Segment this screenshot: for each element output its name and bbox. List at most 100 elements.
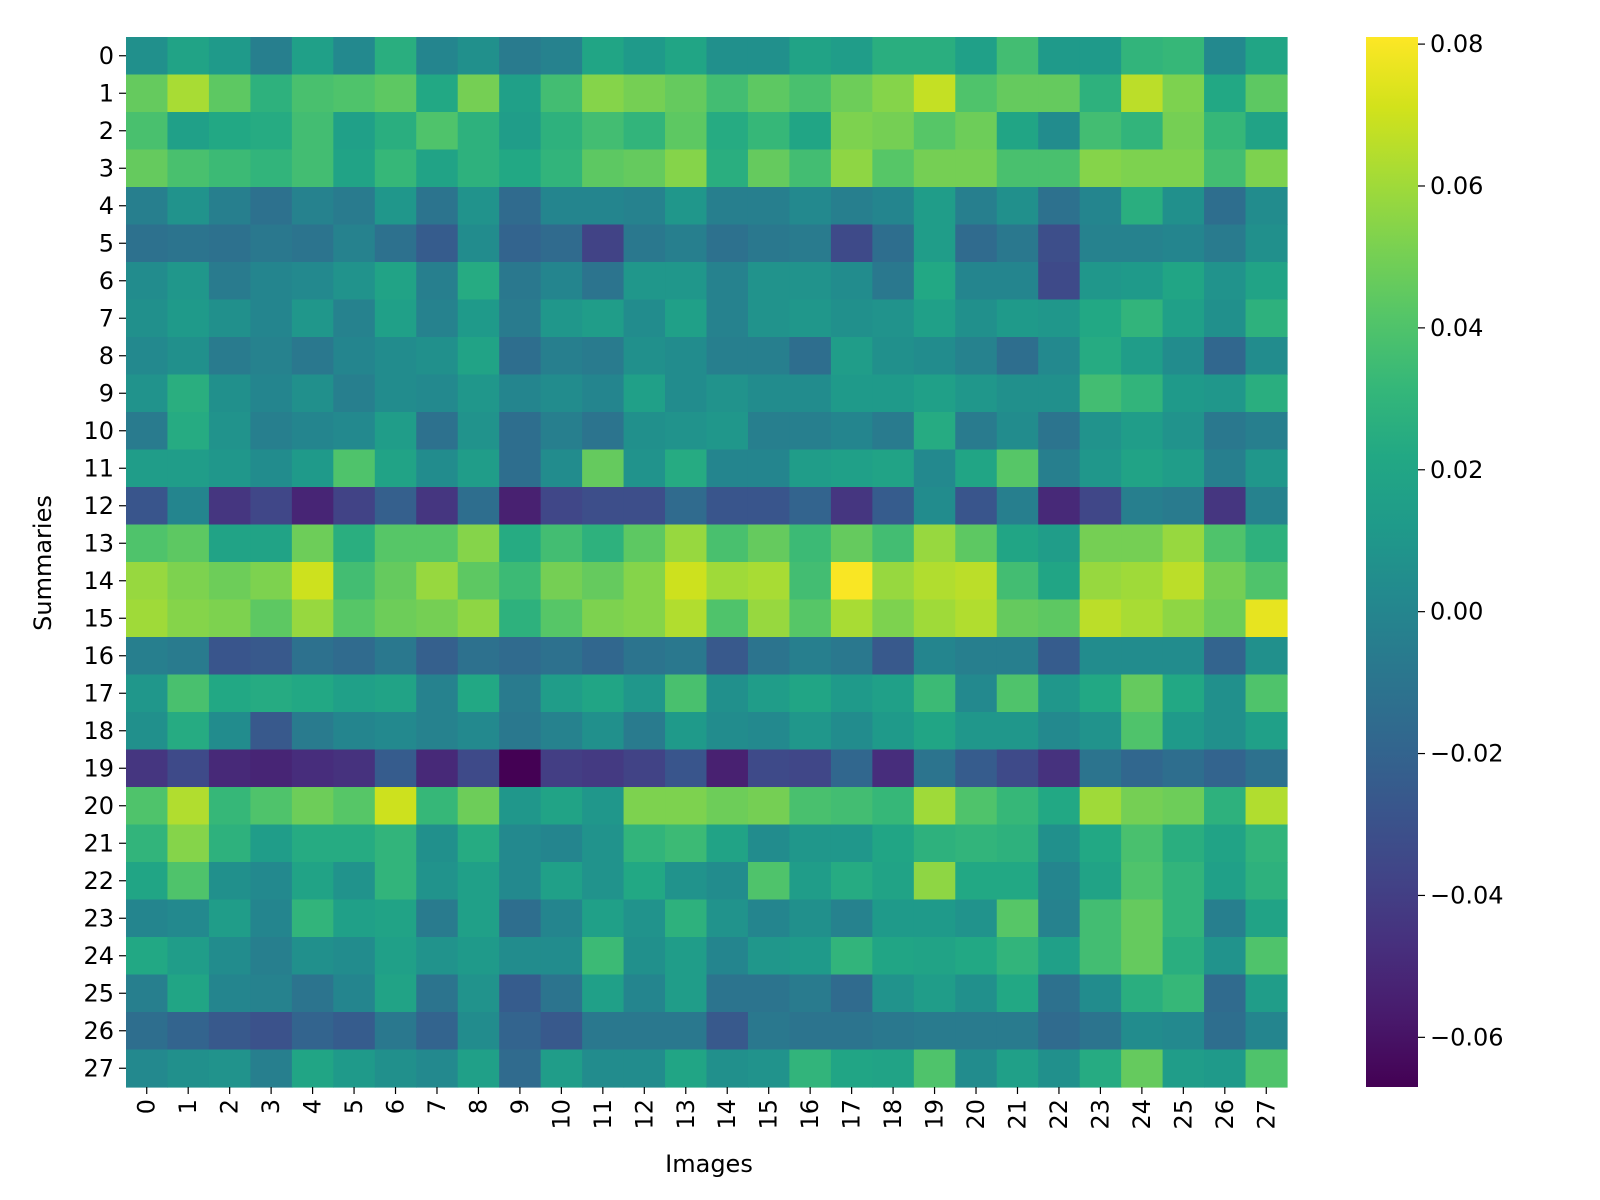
- heatmap-cell-r7-c18: [872, 299, 915, 338]
- heatmap-cell-r15-c0: [126, 599, 169, 638]
- heatmap-cell-r27-c4: [291, 1049, 334, 1088]
- heatmap-cell-r2-c2: [208, 112, 251, 151]
- heatmap-cell-r7-c11: [582, 299, 625, 338]
- heatmap-cell-r20-c10: [540, 787, 583, 826]
- heatmap-cell-r6-c9: [499, 262, 542, 301]
- heatmap-cell-r24-c12: [623, 937, 666, 976]
- heatmap-cell-r25-c22: [1038, 974, 1081, 1013]
- heatmap-cell-r7-c3: [250, 299, 293, 338]
- heatmap-cell-r9-c27: [1245, 374, 1288, 413]
- heatmap-cell-r12-c19: [913, 487, 956, 526]
- heatmap-cell-r18-c12: [623, 712, 666, 751]
- heatmap-cell-r4-c26: [1204, 187, 1247, 226]
- heatmap-cell-r17-c2: [208, 674, 251, 713]
- heatmap-cell-r14-c4: [291, 562, 334, 601]
- heatmap-cell-r23-c3: [250, 899, 293, 938]
- heatmap-cell-r21-c13: [665, 824, 708, 863]
- heatmap-cell-r7-c27: [1245, 299, 1288, 338]
- heatmap-cell-r1-c2: [208, 74, 251, 113]
- heatmap-cell-r7-c12: [623, 299, 666, 338]
- heatmap-cell-r4-c25: [1162, 187, 1205, 226]
- heatmap-cell-r10-c0: [126, 412, 169, 451]
- heatmap-cell-r24-c10: [540, 937, 583, 976]
- heatmap-cell-r2-c18: [872, 112, 915, 151]
- heatmap-cell-r15-c23: [1079, 599, 1122, 638]
- heatmap-cell-r13-c20: [955, 524, 998, 563]
- heatmap-cell-r22-c11: [582, 862, 625, 901]
- heatmap-cell-r0-c10: [540, 37, 583, 76]
- heatmap-cell-r3-c26: [1204, 149, 1247, 188]
- heatmap-cell-r26-c10: [540, 1012, 583, 1051]
- heatmap-cell-r14-c23: [1079, 562, 1122, 601]
- heatmap-cell-r7-c16: [789, 299, 832, 338]
- heatmap-cell-r8-c27: [1245, 337, 1288, 376]
- heatmap-cell-r5-c14: [706, 224, 749, 263]
- heatmap-cell-r16-c20: [955, 637, 998, 676]
- heatmap-cell-r19-c3: [250, 749, 293, 788]
- heatmap-cell-r15-c11: [582, 599, 625, 638]
- heatmap-cell-r16-c10: [540, 637, 583, 676]
- heatmap-cell-r2-c20: [955, 112, 998, 151]
- y-tick-label: 17: [83, 679, 114, 707]
- heatmap-cell-r8-c14: [706, 337, 749, 376]
- heatmap-cell-r14-c20: [955, 562, 998, 601]
- heatmap-cell-r21-c27: [1245, 824, 1288, 863]
- heatmap-cell-r16-c7: [416, 637, 459, 676]
- heatmap-cell-r5-c11: [582, 224, 625, 263]
- heatmap-cell-r22-c6: [374, 862, 417, 901]
- heatmap-cell-r7-c20: [955, 299, 998, 338]
- heatmap-cell-r22-c10: [540, 862, 583, 901]
- heatmap-cell-r11-c27: [1245, 449, 1288, 488]
- heatmap-cell-r9-c18: [872, 374, 915, 413]
- heatmap-cell-r16-c26: [1204, 637, 1247, 676]
- heatmap-cell-r21-c21: [996, 824, 1039, 863]
- heatmap-cell-r16-c21: [996, 637, 1039, 676]
- heatmap-cell-r10-c18: [872, 412, 915, 451]
- heatmap-cell-r2-c13: [665, 112, 708, 151]
- heatmap-cell-r27-c13: [665, 1049, 708, 1088]
- heatmap-cell-r12-c26: [1204, 487, 1247, 526]
- heatmap-cell-r9-c5: [333, 374, 376, 413]
- heatmap-cell-r24-c11: [582, 937, 625, 976]
- heatmap-cell-r1-c15: [747, 74, 791, 113]
- heatmap-cell-r26-c18: [872, 1012, 915, 1051]
- heatmap-cell-r24-c19: [913, 937, 956, 976]
- heatmap-cell-r3-c22: [1038, 149, 1081, 188]
- heatmap-cell-r20-c2: [208, 787, 251, 826]
- heatmap-cell-r10-c26: [1204, 412, 1247, 451]
- heatmap-cell-r20-c7: [416, 787, 459, 826]
- heatmap-cell-r18-c7: [416, 712, 459, 751]
- heatmap-cell-r26-c24: [1121, 1012, 1164, 1051]
- y-tick-label: 20: [83, 792, 114, 820]
- heatmap-cell-r26-c7: [416, 1012, 459, 1051]
- heatmap-cell-r14-c25: [1162, 562, 1205, 601]
- heatmap-cell-r4-c24: [1121, 187, 1164, 226]
- heatmap-cell-r26-c21: [996, 1012, 1039, 1051]
- heatmap-cell-r10-c6: [374, 412, 417, 451]
- x-tick-label: 8: [464, 1099, 492, 1114]
- heatmap-cell-r17-c26: [1204, 674, 1247, 713]
- heatmap-cell-r10-c10: [540, 412, 583, 451]
- heatmap-cell-r7-c22: [1038, 299, 1081, 338]
- heatmap-cell-r9-c15: [747, 374, 791, 413]
- heatmap-cell-r21-c0: [126, 824, 169, 863]
- colorbar-tick-label: 0.08: [1430, 30, 1483, 58]
- heatmap-cell-r4-c21: [996, 187, 1039, 226]
- heatmap-cell-r6-c8: [457, 262, 500, 301]
- heatmap-cell-r23-c20: [955, 899, 998, 938]
- heatmap-cell-r3-c12: [623, 149, 666, 188]
- heatmap-cell-r22-c4: [291, 862, 334, 901]
- heatmap-cell-r26-c15: [747, 1012, 791, 1051]
- heatmap-cell-r24-c20: [955, 937, 998, 976]
- heatmap-cell-r12-c15: [747, 487, 791, 526]
- heatmap-cell-r13-c23: [1079, 524, 1122, 563]
- heatmap-cell-r11-c23: [1079, 449, 1122, 488]
- heatmap-cell-r1-c21: [996, 74, 1039, 113]
- heatmap-cell-r19-c15: [747, 749, 791, 788]
- heatmap-cell-r25-c14: [706, 974, 749, 1013]
- heatmap-cell-r12-c7: [416, 487, 459, 526]
- heatmap-cell-r10-c4: [291, 412, 334, 451]
- heatmap-cell-r9-c25: [1162, 374, 1205, 413]
- heatmap-cell-r10-c2: [208, 412, 251, 451]
- heatmap-cell-r13-c12: [623, 524, 666, 563]
